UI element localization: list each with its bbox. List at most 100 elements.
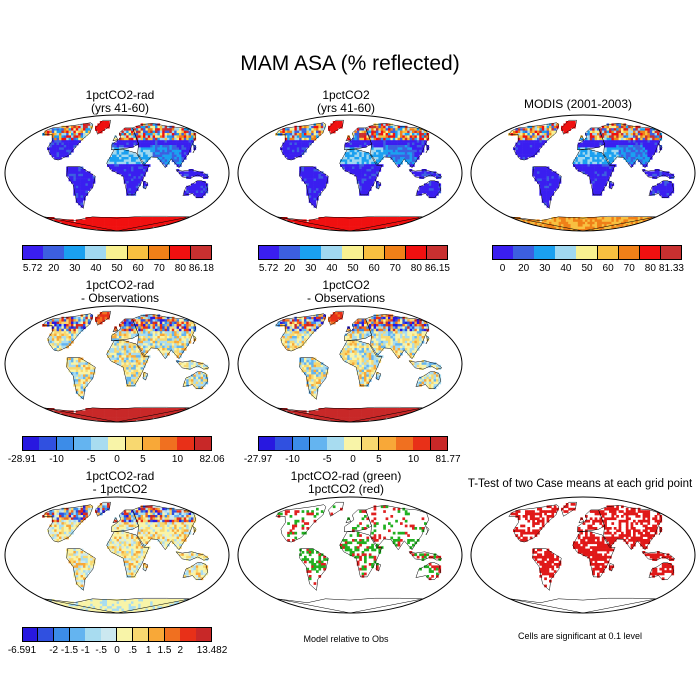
panel-8-title-line1: T-Test of two Case means at each grid po…: [467, 478, 693, 490]
colorbar-swatch: [69, 627, 86, 642]
colorbar-swatch: [430, 436, 449, 451]
colorbar-swatch: [342, 245, 365, 260]
colorbar-swatch: [148, 627, 165, 642]
colorbar-tick-label: 1: [145, 645, 152, 656]
colorbar-swatch: [177, 436, 196, 451]
colorbar-tick-label: 5: [140, 454, 146, 465]
colorbar-panel-2: 5.72 20 30 40 50 60 70 80 86.15: [258, 245, 450, 275]
colorbar-tick-label: 60: [602, 263, 614, 274]
colorbar-tick-label: 50: [111, 263, 123, 274]
colorbar-swatch: [361, 436, 380, 451]
colorbar-swatch: [22, 627, 39, 642]
colorbar-swatch: [576, 245, 599, 260]
colorbar-swatch: [194, 436, 213, 451]
map-panel-2: [237, 114, 463, 232]
map-panel-7: [237, 496, 463, 614]
colorbar-swatch: [660, 245, 683, 260]
map-panel-6: [4, 496, 230, 614]
colorbar-swatch: [39, 436, 58, 451]
colorbar-swatch: [363, 245, 386, 260]
colorbar-tick-label: 40: [560, 263, 572, 274]
colorbar-tick-label: 10: [407, 454, 420, 465]
map-panel-1: [4, 114, 230, 232]
panel-5-title-line1: 1pctCO2: [322, 278, 370, 292]
panel-6-title-line1: 1pctCO2-rad: [85, 469, 155, 483]
colorbar-tick-label: -5: [86, 454, 96, 465]
colorbar-swatch: [160, 436, 178, 451]
colorbar-swatch: [258, 436, 276, 451]
colorbar-tick-label: 70: [389, 263, 401, 274]
colorbar-tick-label: 86.15: [424, 263, 450, 274]
colorbar-panel-5: -27.97 -10 -5 0 5 10 81.77: [244, 436, 461, 466]
colorbar-swatch: [327, 436, 345, 451]
colorbar-swatch: [534, 245, 556, 260]
colorbar-tick-label: 0: [350, 454, 356, 465]
panel-4-title: 1pctCO2-rad - Observations: [0, 279, 240, 305]
colorbar-swatch: [555, 245, 577, 260]
colorbar-tick-label: -5: [322, 454, 332, 465]
colorbar-swatch: [117, 627, 134, 642]
colorbar-tick-label: 20: [518, 263, 530, 274]
map-panel-5: [237, 305, 463, 423]
panel-8-note: Cells are significant at 0.1 level: [517, 631, 643, 641]
colorbar-swatch: [169, 245, 192, 260]
colorbar-swatch: [148, 245, 171, 260]
map-panel-8: [470, 496, 696, 614]
colorbar-swatch: [618, 245, 641, 260]
colorbar-swatch: [492, 245, 514, 260]
colorbar-tick-label: 5.72: [258, 263, 279, 274]
map-panel-3: [470, 114, 696, 232]
colorbar-tick-label: 10: [171, 454, 184, 465]
figure-title: MAM ASA (% reflected): [240, 52, 460, 75]
panel-7-title: 1pctCO2-rad (green) 1pctCO2 (red): [226, 470, 466, 496]
colorbar-swatch: [258, 245, 280, 260]
colorbar-tick-label: -6.591: [7, 645, 37, 656]
colorbar-swatch: [196, 627, 213, 642]
colorbar-swatch: [64, 245, 86, 260]
panel-7-title-line1: 1pctCO2-rad (green): [290, 469, 402, 483]
colorbar-swatch: [321, 245, 343, 260]
colorbar-tick-label: 13.482: [196, 645, 228, 656]
colorbar-swatch: [639, 245, 662, 260]
colorbar-tick-label: 60: [132, 263, 144, 274]
colorbar-tick-label: 40: [90, 263, 102, 274]
colorbar-tick-label: 50: [581, 263, 593, 274]
colorbar-tick-label: 2: [177, 645, 184, 656]
colorbar-tick-label: 30: [69, 263, 81, 274]
map-panel-4: [4, 305, 230, 423]
colorbar-swatch: [309, 436, 328, 451]
colorbar-swatch: [43, 245, 65, 260]
colorbar-swatch: [405, 245, 428, 260]
colorbar-tick-label: 30: [539, 263, 551, 274]
colorbar-tick-label: 50: [347, 263, 359, 274]
panel-5-title-line2: - Observations: [306, 291, 386, 305]
colorbar-tick-label: 40: [326, 263, 338, 274]
colorbar-tick-label: 81.77: [435, 454, 461, 465]
colorbar-swatch: [300, 245, 322, 260]
colorbar-swatch: [56, 436, 75, 451]
colorbar-tick-label: -10: [49, 454, 64, 465]
colorbar-tick-label: -27.97: [243, 454, 273, 465]
panel-6-title: 1pctCO2-rad - 1pctCO2: [0, 470, 240, 496]
colorbar-tick-label: 5.72: [22, 263, 43, 274]
colorbar-swatch: [384, 245, 407, 260]
colorbar-swatch: [164, 627, 181, 642]
colorbar-swatch: [142, 436, 161, 451]
panel-1-title: 1pctCO2-rad (yrs 41-60): [0, 89, 240, 115]
colorbar-tick-label: 20: [48, 263, 60, 274]
colorbar-swatch: [190, 245, 213, 260]
colorbar-tick-label: 1.5: [157, 645, 172, 656]
colorbar-swatch: [597, 245, 620, 260]
panel-7-title-line2: 1pctCO2 (red): [307, 482, 385, 496]
colorbar-swatch: [396, 436, 414, 451]
colorbar-tick-label: 70: [153, 263, 165, 274]
panel-5-title: 1pctCO2 - Observations: [226, 279, 466, 305]
colorbar-swatch: [85, 245, 107, 260]
colorbar-swatch: [73, 436, 92, 451]
colorbar-swatch: [132, 627, 150, 642]
colorbar-swatch: [513, 245, 535, 260]
colorbar-tick-label: -28.91: [7, 454, 37, 465]
colorbar-panel-1: 5.72 20 30 40 50 60 70 80 86.18: [22, 245, 214, 275]
colorbar-swatch: [344, 436, 363, 451]
colorbar-tick-label: 80: [644, 263, 656, 274]
